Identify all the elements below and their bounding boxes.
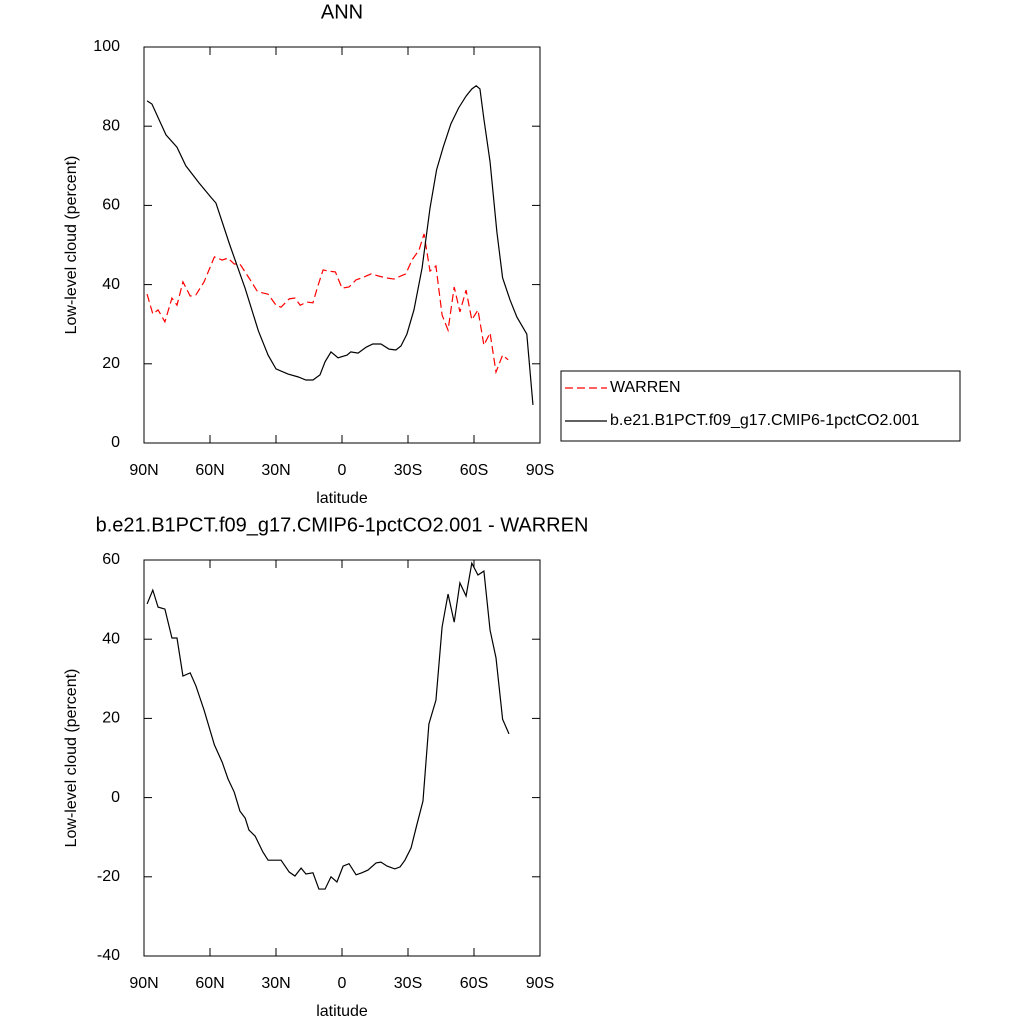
y-tick-label: 20 — [102, 710, 120, 727]
x-tick-label: 30N — [261, 975, 290, 992]
x-tick-label: 90N — [129, 462, 158, 479]
x-tick-label: 30S — [394, 462, 422, 479]
x-tick-label: 60N — [195, 975, 224, 992]
x-tick-label: 90S — [526, 462, 554, 479]
x-tick-label: 60S — [460, 975, 488, 992]
x-axis-label: latitude — [316, 1003, 368, 1020]
y-axis-label: Low-level cloud (percent) — [63, 669, 80, 848]
y-tick-label: -20 — [97, 868, 120, 885]
y-tick-label: 60 — [102, 197, 120, 214]
x-tick-label: 0 — [338, 975, 347, 992]
legend-box — [560, 370, 961, 442]
y-tick-label: 60 — [102, 551, 120, 568]
x-tick-label: 60S — [460, 462, 488, 479]
y-tick-label: 40 — [102, 630, 120, 647]
y-tick-label: 100 — [93, 38, 120, 55]
legend-label: WARREN — [610, 379, 681, 396]
x-tick-label: 0 — [338, 462, 347, 479]
y-tick-label: 40 — [102, 276, 120, 293]
x-axis-label: latitude — [316, 490, 368, 507]
chart-title: b.e21.B1PCT.f09_g17.CMIP6-1pctCO2.001 - … — [96, 514, 589, 536]
x-tick-label: 30S — [394, 975, 422, 992]
x-tick-label: 90S — [526, 975, 554, 992]
data-line — [146, 233, 509, 375]
y-tick-label: 80 — [102, 117, 120, 134]
data-line — [146, 561, 510, 890]
y-tick-label: 0 — [111, 789, 120, 806]
y-tick-label: 20 — [102, 355, 120, 372]
plot-frame — [143, 559, 541, 957]
y-axis-label: Low-level cloud (percent) — [63, 156, 80, 335]
data-line — [146, 85, 534, 406]
plot-frame — [143, 46, 541, 444]
x-tick-label: 30N — [261, 462, 290, 479]
x-tick-label: 90N — [129, 975, 158, 992]
y-tick-label: 0 — [111, 434, 120, 451]
x-tick-label: 60N — [195, 462, 224, 479]
y-tick-label: -40 — [97, 947, 120, 964]
legend-label: b.e21.B1PCT.f09_g17.CMIP6-1pctCO2.001 — [610, 412, 920, 429]
chart-title: ANN — [321, 1, 363, 23]
